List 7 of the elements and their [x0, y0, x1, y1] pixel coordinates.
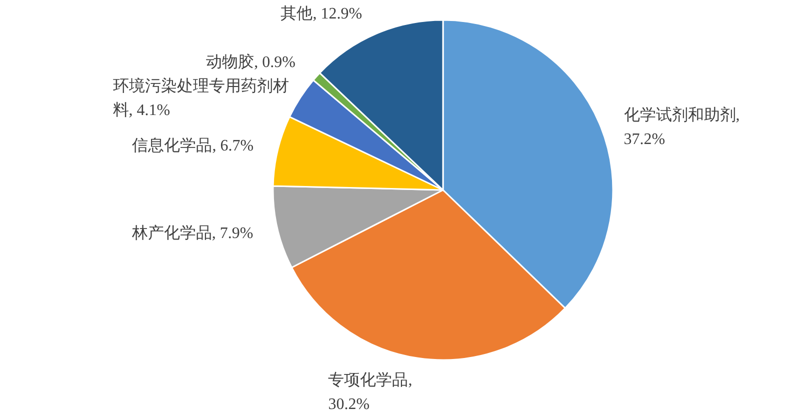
slice-label: 其他, 12.9% [280, 4, 362, 23]
slice-label: 林产化学品, 7.9% [130, 224, 254, 242]
slice-label: 化学试剂和助剂, 37.2% [624, 106, 740, 148]
slice-label: 信息化学品, 6.7% [132, 136, 254, 154]
slice-label: 动物胶, 0.9% [206, 52, 296, 71]
slice-label: 环境污染处理专用药剂材料, 4.1% [112, 76, 289, 119]
slice-label: 专项化学品, 30.2% [328, 370, 412, 413]
